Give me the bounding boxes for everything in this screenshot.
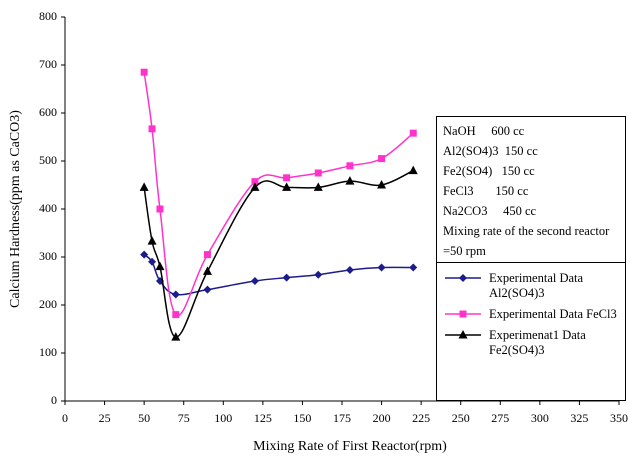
series-line (143, 169, 414, 338)
marker (409, 263, 418, 272)
legend-swatch (445, 274, 481, 282)
marker (408, 165, 418, 175)
marker (458, 330, 468, 339)
marker (409, 129, 417, 137)
x-tick-label: 150 (293, 411, 311, 425)
marker (156, 205, 164, 213)
x-tick-label: 200 (373, 411, 391, 425)
marker (203, 251, 211, 259)
x-tick-label: 175 (333, 411, 351, 425)
x-tick-label: 25 (99, 411, 111, 425)
marker (459, 310, 467, 318)
annotation-line: Na2CO3 450 cc (443, 204, 537, 218)
y-tick-label: 100 (39, 345, 57, 359)
annotation-line: Fe2(SO4) 150 cc (443, 164, 535, 178)
y-tick-label: 800 (39, 9, 57, 23)
marker (377, 180, 387, 189)
annotation-line: FeCl3 150 cc (443, 184, 529, 198)
y-axis-label: Calcium Hardness(ppm as CaCO3) (8, 110, 23, 308)
marker (314, 270, 323, 279)
marker (148, 257, 157, 266)
marker (283, 174, 291, 182)
legend-swatch (445, 330, 481, 339)
x-tick-label: 0 (62, 411, 68, 425)
x-tick-label: 350 (610, 411, 628, 425)
x-tick-label: 75 (178, 411, 190, 425)
marker (313, 182, 323, 191)
x-tick-label: 50 (138, 411, 150, 425)
x-tick-label: 125 (254, 411, 272, 425)
marker (203, 285, 212, 294)
y-tick-label: 700 (39, 57, 57, 71)
marker (250, 277, 259, 285)
marker (139, 182, 149, 191)
legend-entry: Experimenat1 Data Fe2(SO4)3 (443, 328, 619, 358)
marker (171, 290, 180, 299)
legend-label: Experimental Data Al2(SO4)3 (489, 271, 584, 300)
marker (147, 236, 157, 245)
x-axis-label: Mixing Rate of First Reactor(rpm) (253, 439, 447, 454)
y-tick-label: 600 (39, 105, 57, 119)
marker (345, 176, 355, 185)
marker (250, 182, 260, 191)
marker (345, 265, 354, 274)
legend-entry: Experimental Data FeCl3 (443, 307, 619, 322)
y-tick-label: 400 (39, 201, 57, 215)
x-tick-label: 100 (214, 411, 232, 425)
legend-entry: Experimental Data Al2(SO4)3 (443, 271, 619, 301)
marker (378, 155, 386, 163)
marker (171, 332, 181, 341)
y-tick-label: 200 (39, 297, 57, 311)
y-tick-label: 500 (39, 153, 57, 167)
marker (314, 169, 322, 177)
annotation-line: Mixing rate of the second reactor =50 rp… (443, 224, 613, 258)
y-tick-label: 0 (51, 393, 57, 407)
y-tick-label: 300 (39, 249, 57, 263)
marker (148, 125, 156, 133)
x-tick-label: 300 (531, 411, 549, 425)
legend-swatch (445, 310, 481, 318)
annotation-line: NaOH 600 cc (443, 124, 525, 138)
x-tick-label: 225 (412, 411, 430, 425)
marker (140, 250, 149, 259)
marker (282, 273, 291, 282)
marker (202, 266, 212, 275)
x-tick-label: 250 (452, 411, 470, 425)
legend-label: Experimental Data FeCl3 (489, 307, 617, 321)
marker (346, 162, 354, 170)
marker (459, 274, 467, 282)
legend: Experimental Data Al2(SO4)3 Experimental … (436, 262, 626, 401)
x-tick-label: 325 (570, 411, 588, 425)
marker (251, 178, 259, 186)
marker (377, 263, 386, 272)
series-line (143, 72, 414, 317)
series-line (143, 254, 414, 296)
marker (155, 261, 165, 271)
marker (140, 68, 148, 76)
marker (172, 311, 180, 319)
x-tick-label: 275 (491, 411, 509, 425)
legend-label: Experimenat1 Data Fe2(SO4)3 (489, 328, 586, 357)
annotation-line: Al2(SO4)3 150 cc (443, 144, 538, 158)
marker (282, 182, 292, 191)
annotation-box: NaOH 600 cc Al2(SO4)3 150 cc Fe2(SO4) 150 … (436, 116, 626, 263)
